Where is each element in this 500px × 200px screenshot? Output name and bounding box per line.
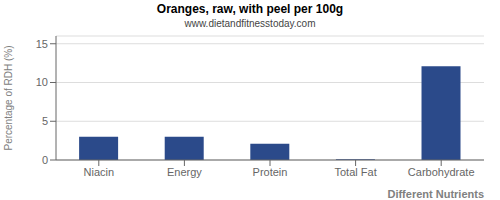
- svg-text:0: 0: [42, 154, 48, 166]
- svg-text:Percentage of RDH (%): Percentage of RDH (%): [8, 45, 14, 150]
- svg-text:10: 10: [36, 76, 48, 88]
- html-text:www.dietandfitnesstoday.com: www.dietandfitnesstoday.com: [184, 18, 316, 29]
- svg-text:Niacin: Niacin: [84, 166, 115, 178]
- svg-text:5: 5: [42, 115, 48, 127]
- svg-text:15: 15: [36, 38, 48, 50]
- svg-text:Protein: Protein: [253, 166, 288, 178]
- svg-text:Total Fat: Total Fat: [335, 166, 377, 178]
- svg-text:Carbohydrate: Carbohydrate: [408, 166, 475, 178]
- svg-text:Energy: Energy: [167, 166, 202, 178]
- svg-text:Different Nutrients: Different Nutrients: [387, 188, 484, 198]
- html-text:Oranges, raw, with peel per 10: Oranges, raw, with peel per 100g: [156, 2, 344, 16]
